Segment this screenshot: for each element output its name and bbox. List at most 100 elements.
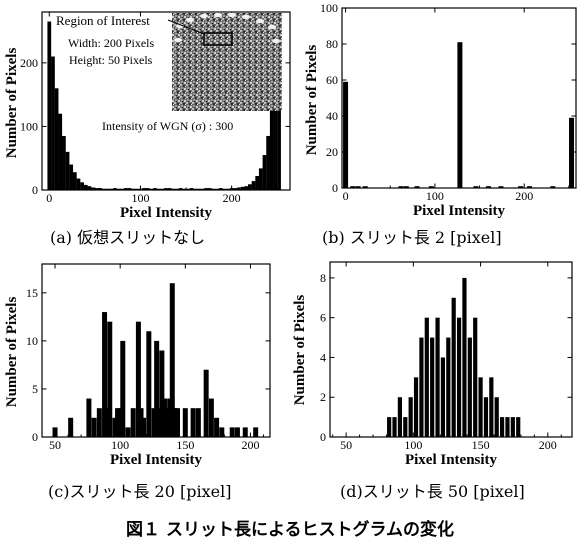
bar <box>208 398 214 437</box>
bar <box>149 188 154 190</box>
bar <box>424 317 429 437</box>
bar <box>269 107 274 190</box>
bar <box>134 188 139 190</box>
bar <box>467 337 472 437</box>
bar <box>156 188 161 190</box>
x-tick-label: 150 <box>176 438 194 452</box>
roi-rectangle <box>203 32 233 46</box>
bar <box>164 408 170 437</box>
bar <box>569 117 575 188</box>
bar <box>196 188 201 190</box>
bar <box>510 417 515 437</box>
x-tick-label: 100 <box>131 191 149 205</box>
y-tick-label: 0 <box>32 183 38 197</box>
inset-bright-spot <box>242 14 250 20</box>
bar <box>47 21 52 190</box>
plot-frame <box>41 11 291 191</box>
bar <box>146 331 152 437</box>
bar <box>175 408 180 437</box>
bar <box>244 186 249 190</box>
x-tick-label: 200 <box>515 189 533 203</box>
bar <box>116 188 121 190</box>
bar <box>226 188 230 190</box>
bar <box>193 188 198 190</box>
bar <box>86 398 92 437</box>
bar <box>387 417 392 437</box>
bar <box>102 312 108 437</box>
x-tick-label: 0 <box>46 191 52 205</box>
bar <box>182 188 187 190</box>
bar <box>456 317 462 437</box>
bar <box>87 186 92 190</box>
roi-height-label: Height: 50 Pixels <box>69 53 153 67</box>
bar <box>151 408 157 437</box>
x-tick-label: 50 <box>340 438 352 452</box>
bar <box>124 188 128 190</box>
bar <box>76 178 81 190</box>
bar <box>414 186 420 188</box>
bar <box>516 417 521 437</box>
y-tick-label: 0 <box>332 181 338 195</box>
bar <box>83 184 88 190</box>
bar <box>156 408 162 437</box>
bar <box>499 417 505 437</box>
bar <box>52 427 58 437</box>
bar <box>153 188 157 190</box>
bar <box>248 184 252 190</box>
x-tick-label: 200 <box>539 438 557 452</box>
bar <box>266 135 270 190</box>
bar <box>440 357 446 437</box>
y-tick-label: 20 <box>326 145 338 159</box>
bar <box>343 81 349 188</box>
bar <box>68 417 74 437</box>
bar <box>462 277 467 437</box>
roi-leader-line <box>167 19 205 35</box>
y-tick-label: 5 <box>32 382 38 396</box>
bar <box>428 186 434 188</box>
bar <box>392 417 397 437</box>
bar <box>518 186 524 188</box>
bar <box>125 427 131 437</box>
bar <box>253 427 259 437</box>
bar <box>171 188 176 190</box>
bar <box>451 297 456 437</box>
bar <box>167 188 172 190</box>
bar <box>120 188 125 190</box>
bar <box>229 427 235 437</box>
bar <box>160 188 165 190</box>
panel-caption: (b) スリット長 2 [pixel] <box>322 228 502 247</box>
inset-bright-spot <box>176 23 184 29</box>
bar <box>189 188 194 190</box>
bar <box>117 408 123 437</box>
bar <box>237 187 241 190</box>
bar <box>98 188 103 190</box>
y-tick-label: 15 <box>26 286 38 300</box>
bar <box>214 417 220 437</box>
bar <box>130 408 136 437</box>
y-tick-label: 6 <box>320 311 326 325</box>
bar <box>161 398 167 437</box>
bar <box>473 186 479 188</box>
bar <box>69 164 74 190</box>
bar <box>102 188 106 190</box>
bar <box>154 340 160 437</box>
bar <box>167 398 173 437</box>
figure-caption: 図１ スリット長によるヒストグラムの変化 <box>126 520 454 540</box>
y-tick-label: 200 <box>20 56 38 70</box>
bar <box>80 182 84 190</box>
bar <box>131 188 136 190</box>
panel-caption: (a) 仮想スリットなし <box>50 228 206 247</box>
bar <box>107 321 113 437</box>
bar <box>182 408 188 437</box>
x-tick-label: 150 <box>472 438 490 452</box>
bar <box>54 88 59 190</box>
bar <box>120 340 126 437</box>
bar <box>234 427 240 437</box>
histogram-panel-c: 50 100 150 200 0 5 10 15 Pixel Intensity Number o… <box>4 263 271 468</box>
bar <box>195 408 201 437</box>
x-tick-label: 100 <box>111 438 129 452</box>
bar <box>94 188 99 190</box>
inset-bright-spot <box>256 18 264 24</box>
bar <box>398 186 404 188</box>
x-tick-label: 200 <box>223 191 241 205</box>
